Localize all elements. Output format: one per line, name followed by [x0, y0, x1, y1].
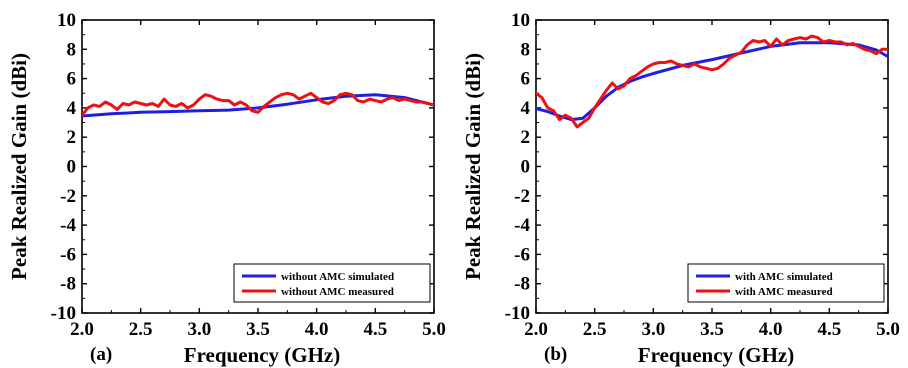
x-tick-label: 4.0: [305, 319, 329, 340]
y-tick-label: -2: [60, 186, 76, 207]
y-tick-label: 0: [521, 157, 531, 178]
legend-label: without AMC simulated: [281, 271, 394, 283]
y-tick-label: -4: [60, 215, 76, 236]
x-tick-label: 2.0: [70, 319, 94, 340]
y-tick-label: 2: [521, 127, 531, 148]
y-tick-label: 8: [521, 39, 531, 60]
x-tick-label: 4.5: [817, 319, 841, 340]
y-tick-label: -6: [60, 244, 76, 265]
x-tick-label: 3.0: [187, 319, 211, 340]
y-axis-title: Peak Realized Gain (dBi): [7, 53, 31, 280]
y-tick-label: 10: [511, 10, 530, 31]
y-tick-label: 8: [67, 39, 77, 60]
legend: without AMC simulated without AMC measure…: [233, 263, 431, 303]
y-tick-label: 10: [57, 10, 76, 31]
legend-box: [687, 263, 885, 303]
x-tick-label: 4.0: [759, 319, 783, 340]
legend-box: [233, 263, 431, 303]
x-tick-label: 2.5: [583, 319, 607, 340]
x-tick-label: 4.5: [363, 319, 387, 340]
y-tick-label: 4: [521, 98, 531, 119]
x-tick-label: 2.0: [524, 319, 548, 340]
x-tick-label: 5.0: [876, 319, 900, 340]
y-tick-label: 6: [521, 69, 531, 90]
series-line-with-amc-measured: [536, 34, 888, 129]
x-tick-label: 5.0: [422, 319, 446, 340]
chart-panel-a: 10 8 6 4 2 0 -2 -4 -6 -8 -102.0 2.5 3.0 3.5 4.0 4.5 5.0 F…: [7, 10, 446, 367]
legend-label: without AMC measured: [281, 286, 394, 298]
y-tick-label: 4: [67, 98, 77, 119]
y-axis-title: Peak Realized Gain (dBi): [461, 53, 485, 280]
y-tick-label: 0: [67, 157, 77, 178]
y-tick-label: -10: [51, 303, 76, 324]
y-tick-label: -8: [60, 274, 76, 295]
x-tick-label: 2.5: [129, 319, 153, 340]
y-tick-label: -6: [514, 244, 530, 265]
panel-label: (b): [544, 344, 567, 365]
chart-panel-b: 10 8 6 4 2 0 -2 -4 -6 -8 -102.0 2.5 3.0 3.5 4.0 4.5 5.0 F…: [461, 10, 900, 367]
y-tick-label: 6: [67, 69, 77, 90]
y-tick-label: 2: [67, 127, 77, 148]
y-tick-label: -2: [514, 186, 530, 207]
series-line-with-amc-simulated: [536, 41, 888, 122]
y-tick-label: -10: [505, 303, 530, 324]
panel-label: (a): [90, 344, 112, 365]
x-axis-title: Frequency (GHz): [638, 343, 795, 367]
x-axis-title: Frequency (GHz): [184, 343, 341, 367]
legend-label: with AMC measured: [735, 286, 833, 298]
series-line-without-amc-measured: [82, 91, 434, 117]
y-tick-label: -4: [514, 215, 530, 236]
x-tick-label: 3.5: [246, 319, 270, 340]
legend-label: with AMC simulated: [735, 271, 833, 283]
x-tick-label: 3.5: [700, 319, 724, 340]
y-tick-label: -8: [514, 274, 530, 295]
series-line-without-amc-simulated: [82, 93, 434, 118]
legend: with AMC simulated with AMC measured: [687, 263, 885, 303]
x-tick-label: 3.0: [641, 319, 665, 340]
